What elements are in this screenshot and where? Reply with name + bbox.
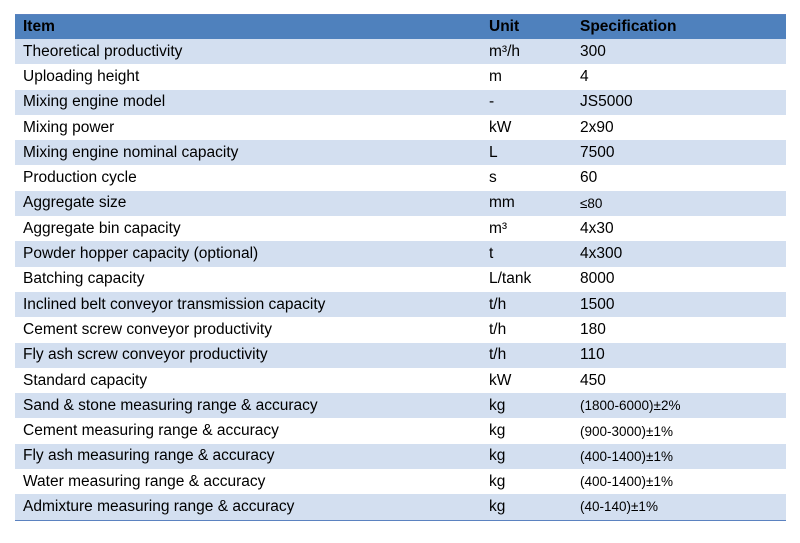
cell-unit: -: [489, 93, 495, 111]
cell-spec: 8000: [580, 270, 615, 288]
cell-item: Theoretical productivity: [23, 42, 183, 60]
cell-item: Mixing engine nominal capacity: [23, 143, 239, 161]
cell-spec: 450: [580, 371, 606, 389]
cell-item: Aggregate bin capacity: [23, 219, 181, 237]
table-row: Production cycle s 60: [15, 165, 786, 191]
cell-item: Water measuring range & accuracy: [23, 472, 266, 490]
table-row: Cement screw conveyor productivity t/h 180: [15, 317, 786, 343]
table-row: Fly ash screw conveyor productivity t/h 11…: [15, 342, 786, 368]
cell-item: Aggregate size: [23, 194, 127, 212]
cell-unit: m³: [489, 219, 508, 237]
spec-table: Item Unit Specification Theoretical prod…: [15, 14, 786, 521]
cell-spec: (40-140)±1%: [580, 499, 658, 515]
cell-unit: mm: [489, 194, 515, 212]
cell-unit: m³/h: [489, 42, 520, 60]
table-row: Fly ash measuring range & accuracy kg (400…: [15, 443, 786, 470]
table-row: Mixing power kW 2x90: [15, 114, 786, 141]
cell-item: Uploading height: [23, 67, 140, 85]
cell-unit: kg: [489, 422, 506, 440]
cell-spec: (400-1400)±1%: [580, 474, 673, 490]
table-row: Batching capacity L/tank 8000: [15, 266, 786, 292]
cell-unit: t/h: [489, 295, 507, 313]
cell-item: Cement measuring range & accuracy: [23, 422, 279, 440]
cell-unit: kW: [489, 118, 512, 136]
cell-unit: L: [489, 143, 498, 161]
cell-unit: kg: [489, 497, 506, 515]
cell-spec: 4x300: [580, 245, 623, 263]
cell-spec: 60: [580, 169, 598, 187]
cell-spec: (400-1400)±1%: [580, 448, 673, 464]
cell-unit: t: [489, 245, 494, 263]
cell-item: Powder hopper capacity (optional): [23, 245, 259, 263]
cell-item: Mixing engine model: [23, 93, 166, 111]
table-row: Aggregate size mm ≤80: [15, 190, 786, 217]
cell-unit: t/h: [489, 346, 507, 364]
table-row: Inclined belt conveyor transmission capa…: [15, 291, 786, 318]
cell-spec: 4x30: [580, 219, 614, 237]
cell-item: Batching capacity: [23, 270, 145, 288]
cell-unit: kW: [489, 371, 512, 389]
header-item: Item: [23, 18, 55, 35]
table-row: Mixing engine model - JS5000: [15, 89, 786, 115]
cell-spec: JS5000: [580, 93, 633, 111]
cell-spec: 1500: [580, 295, 615, 313]
cell-item: Admixture measuring range & accuracy: [23, 497, 295, 515]
table-row: Standard capacity kW 450: [15, 367, 786, 394]
table-row: Sand & stone measuring range & accuracy k…: [15, 393, 786, 419]
cell-unit: kg: [489, 396, 506, 414]
table-row: Uploading height m 4: [15, 64, 786, 90]
cell-item: Fly ash measuring range & accuracy: [23, 447, 275, 465]
table-row: Powder hopper capacity (optional) t 4x300: [15, 241, 786, 267]
cell-unit: kg: [489, 472, 506, 490]
cell-unit: m: [489, 67, 502, 85]
cell-unit: L/tank: [489, 270, 532, 288]
cell-item: Fly ash screw conveyor productivity: [23, 346, 268, 364]
cell-item: Sand & stone measuring range & accuracy: [23, 396, 318, 414]
table-row: Water measuring range & accuracy kg (400-1…: [15, 469, 786, 495]
cell-item: Standard capacity: [23, 371, 148, 389]
table-body: Theoretical productivity m³/h 300 Uploading…: [15, 39, 786, 520]
table-row: Mixing engine nominal capacity L 7500: [15, 140, 786, 166]
cell-spec: 7500: [580, 143, 615, 161]
cell-spec: 2x90: [580, 118, 614, 136]
header-unit: Unit: [489, 18, 520, 35]
cell-spec: (1800-6000)±2%: [580, 398, 681, 414]
header-spec: Specification: [580, 18, 677, 35]
cell-unit: t/h: [489, 320, 507, 338]
cell-spec: 4: [580, 67, 589, 85]
cell-unit: kg: [489, 447, 506, 465]
table-header: Item Unit Specification: [15, 15, 786, 39]
cell-item: Mixing power: [23, 118, 115, 136]
cell-spec: ≤80: [580, 195, 603, 211]
cell-item: Inclined belt conveyor transmission capa…: [23, 295, 326, 313]
table-row: Admixture measuring range & accuracy kg (4…: [15, 494, 786, 520]
cell-spec: 180: [580, 320, 606, 338]
cell-item: Production cycle: [23, 169, 137, 187]
table-row: Theoretical productivity m³/h 300: [15, 39, 786, 65]
table-row: Aggregate bin capacity m³ 4x30: [15, 216, 786, 242]
cell-item: Cement screw conveyor productivity: [23, 320, 272, 338]
cell-spec: 300: [580, 42, 606, 60]
cell-spec: 110: [580, 346, 605, 364]
cell-unit: s: [489, 169, 497, 187]
cell-spec: (900-3000)±1%: [580, 423, 673, 439]
table-row: Cement measuring range & accuracy kg (900-…: [15, 418, 786, 444]
